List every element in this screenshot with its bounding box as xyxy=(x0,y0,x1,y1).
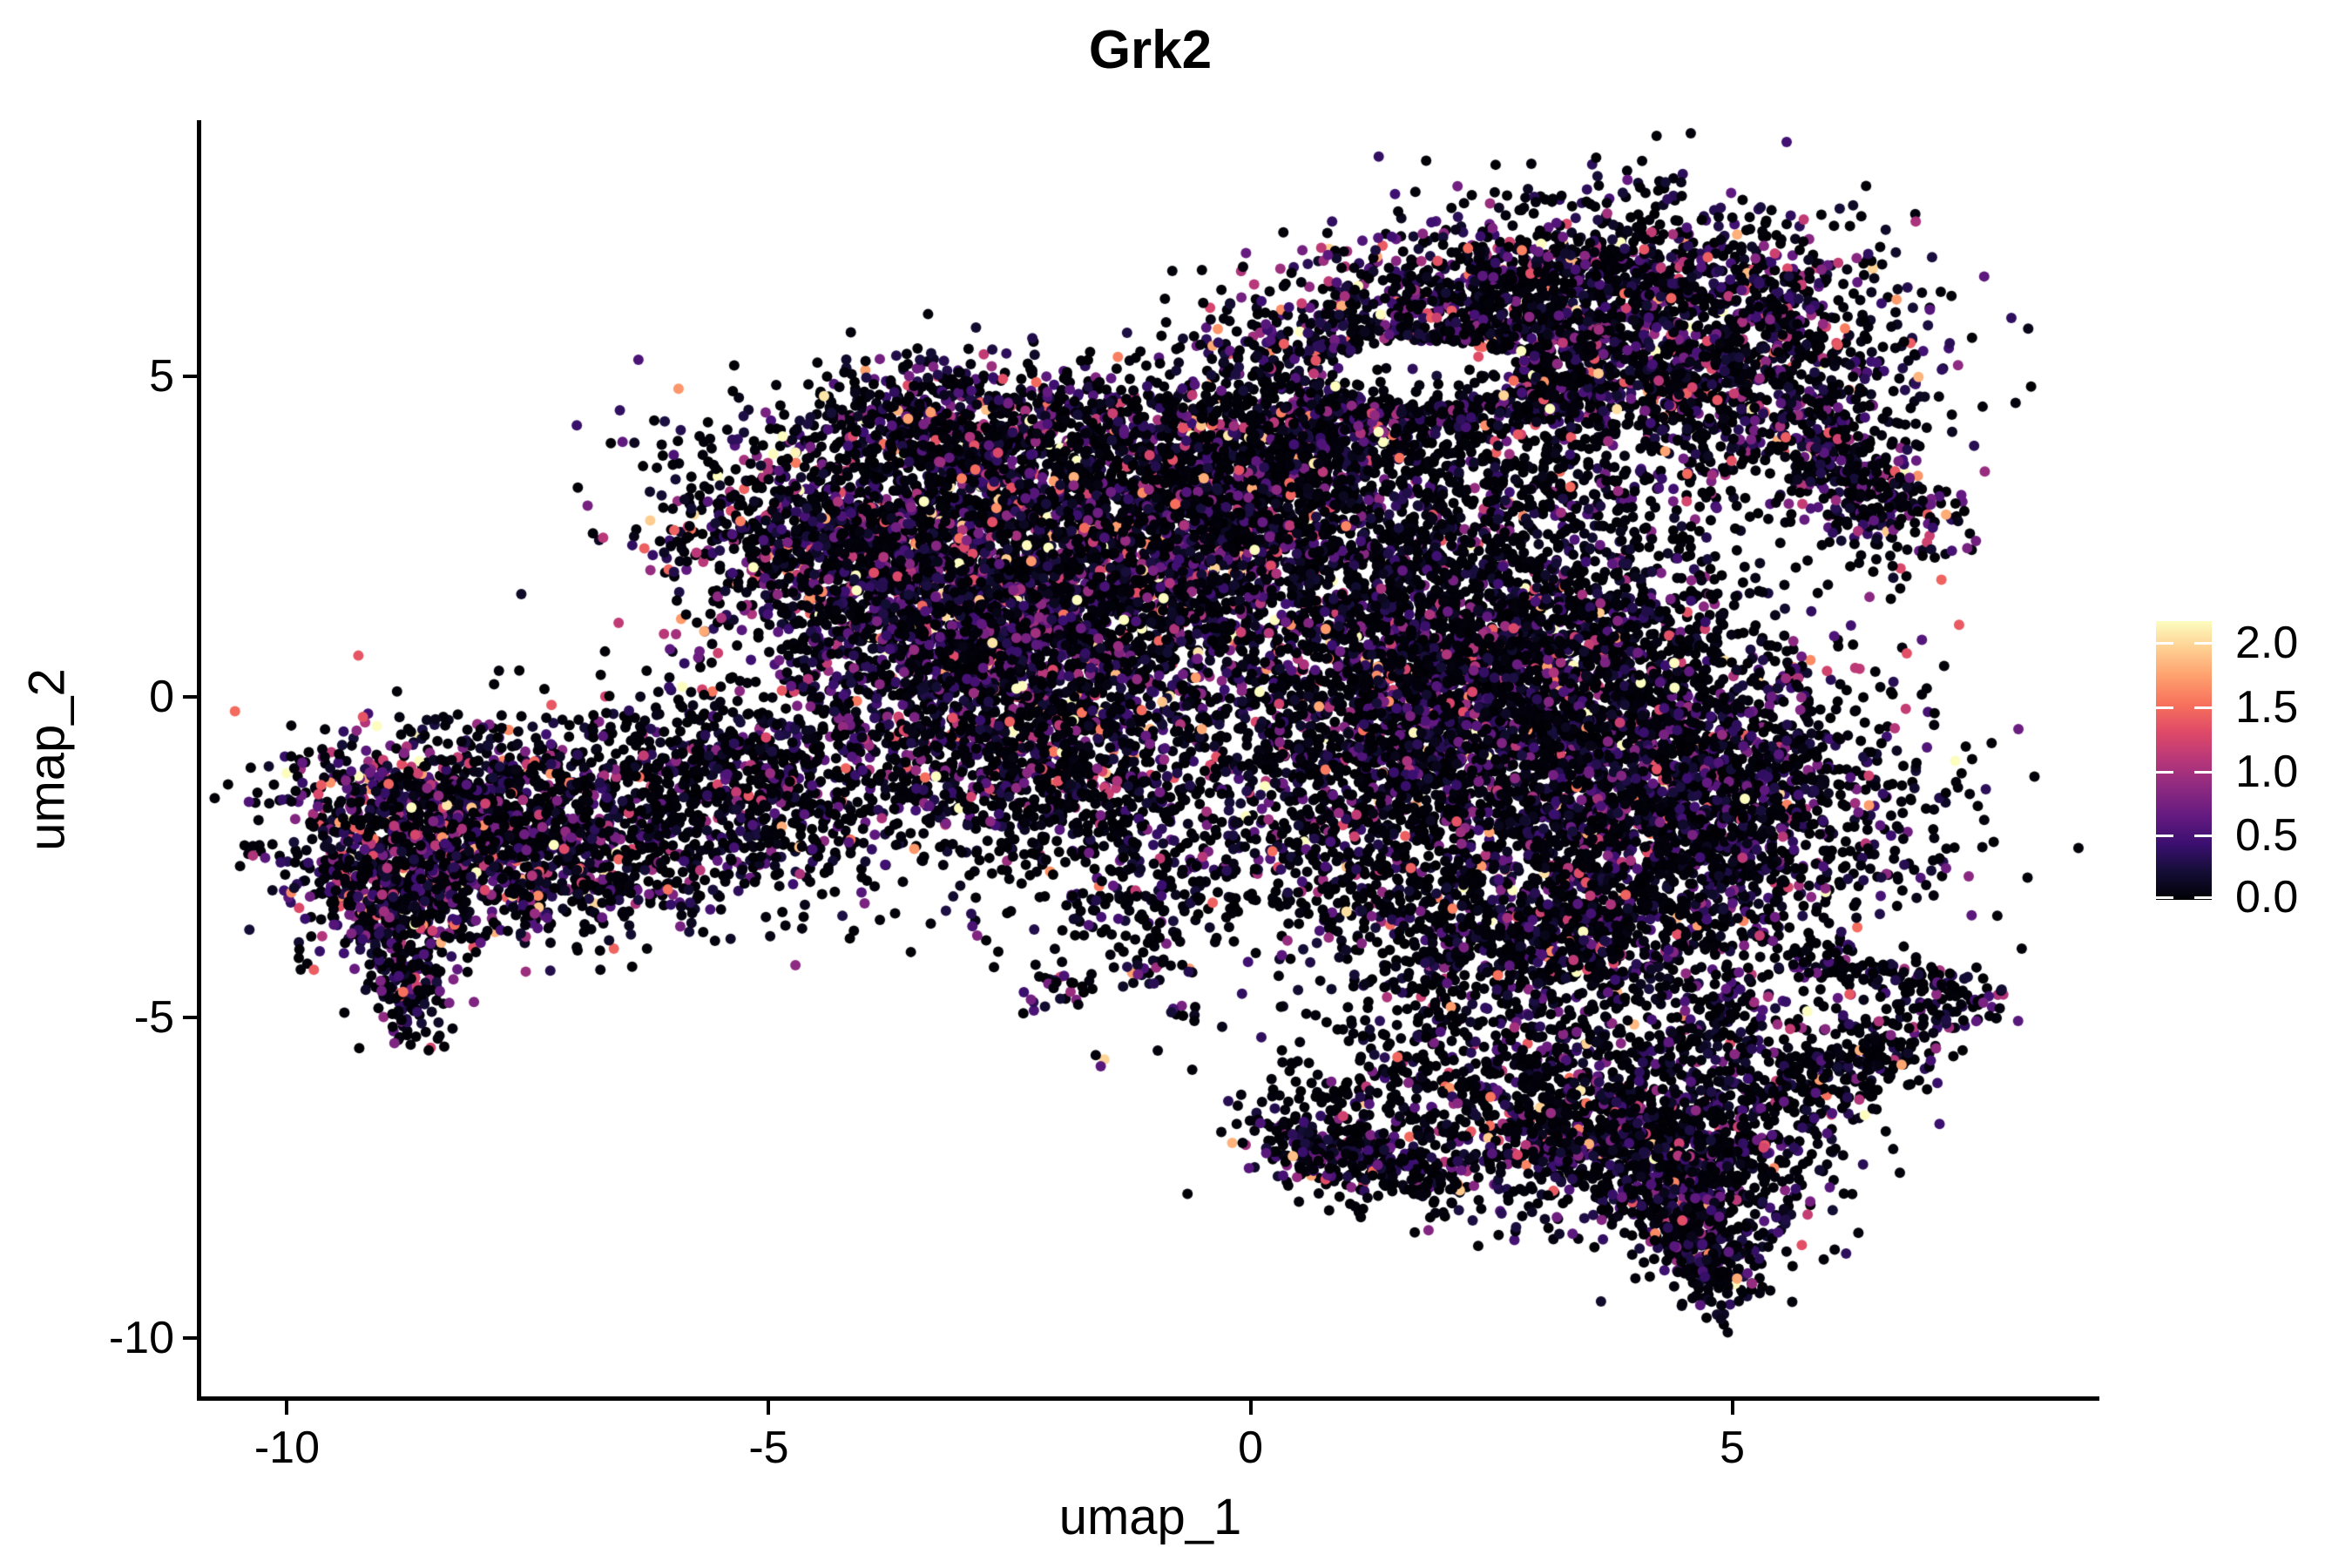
colorbar-tick-label: 0.5 xyxy=(2235,810,2299,862)
colorbar-tick-mark xyxy=(2156,770,2173,774)
y-axis-line xyxy=(197,120,201,1401)
page-title: Grk2 xyxy=(1088,20,1213,80)
y-tick-mark xyxy=(183,1016,197,1020)
umap-scatter-canvas xyxy=(201,122,2099,1396)
y-tick-label: -10 xyxy=(108,1313,174,1364)
y-axis-title: umap_2 xyxy=(18,668,76,851)
y-tick-label: -5 xyxy=(133,992,174,1044)
x-tick-label: -5 xyxy=(748,1423,789,1473)
colorbar-tick-mark xyxy=(2194,642,2212,645)
x-tick-mark xyxy=(1248,1401,1253,1415)
y-tick-mark xyxy=(183,695,197,700)
colorbar-tick-label: 1.0 xyxy=(2235,746,2299,797)
colorbar-tick-mark xyxy=(2156,896,2173,899)
y-tick-mark xyxy=(183,1336,197,1341)
colorbar-tick-mark xyxy=(2156,706,2173,709)
colorbar-tick-label: 0.0 xyxy=(2235,872,2299,923)
colorbar-tick-label: 1.5 xyxy=(2235,681,2299,733)
y-tick-mark xyxy=(183,375,197,379)
x-tick-mark xyxy=(1730,1401,1734,1415)
x-tick-mark xyxy=(767,1401,771,1415)
colorbar-tick-mark xyxy=(2194,835,2212,838)
y-tick-label: 0 xyxy=(149,672,174,723)
x-axis-title: umap_1 xyxy=(1058,1489,1242,1545)
colorbar-tick-mark xyxy=(2194,706,2212,709)
colorbar-tick-mark xyxy=(2194,896,2212,899)
x-axis-line xyxy=(197,1396,2099,1401)
plot-area xyxy=(201,122,2099,1396)
colorbar-tick-mark xyxy=(2156,642,2173,645)
y-tick-label: 5 xyxy=(149,351,174,402)
colorbar-tick-mark xyxy=(2156,835,2173,838)
colorbar-tick-label: 2.0 xyxy=(2235,618,2299,669)
colorbar-tick-mark xyxy=(2194,770,2212,774)
colorbar-gradient xyxy=(2156,621,2212,900)
x-tick-label: 0 xyxy=(1238,1423,1263,1473)
x-tick-label: 5 xyxy=(1720,1423,1746,1473)
x-tick-label: -10 xyxy=(253,1423,321,1473)
x-tick-mark xyxy=(285,1401,289,1415)
